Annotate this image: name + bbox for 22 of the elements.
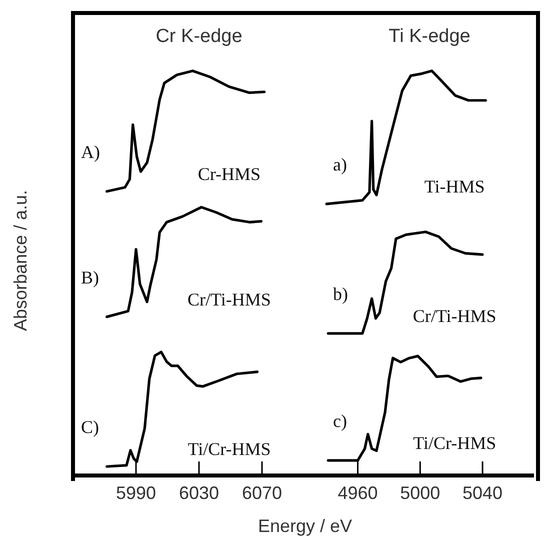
x-tick-label: 4960 — [338, 483, 378, 504]
annotation: C) — [81, 417, 100, 438]
annotation: B) — [81, 268, 100, 288]
annotation: c) — [333, 411, 347, 432]
x-tick-label: 5000 — [400, 483, 440, 504]
x-tick-label: 5040 — [462, 483, 503, 504]
x-tick-label: 6030 — [178, 483, 220, 504]
annotation: Cr-HMS — [198, 164, 261, 184]
annotation: Cr/Ti-HMS — [412, 306, 496, 326]
annotation: Ti/Cr-HMS — [413, 433, 496, 454]
chart-title: Cr K-edge — [156, 26, 242, 48]
x-axis-title: Energy / eV — [256, 516, 354, 537]
annotation: Ti/Cr-HMS — [188, 439, 271, 460]
chart-title: Ti K-edge — [388, 26, 470, 48]
annotation: a) — [333, 154, 347, 175]
annotation: Cr/Ti-HMS — [188, 290, 271, 310]
annotation: Ti-HMS — [424, 176, 485, 197]
x-tick-label: 5990 — [116, 483, 156, 504]
annotation: A) — [81, 142, 100, 162]
annotation: b) — [333, 284, 348, 304]
x-tick-label: 6070 — [242, 483, 282, 504]
y-axis-title: Absorbance / a.u. — [10, 188, 32, 334]
